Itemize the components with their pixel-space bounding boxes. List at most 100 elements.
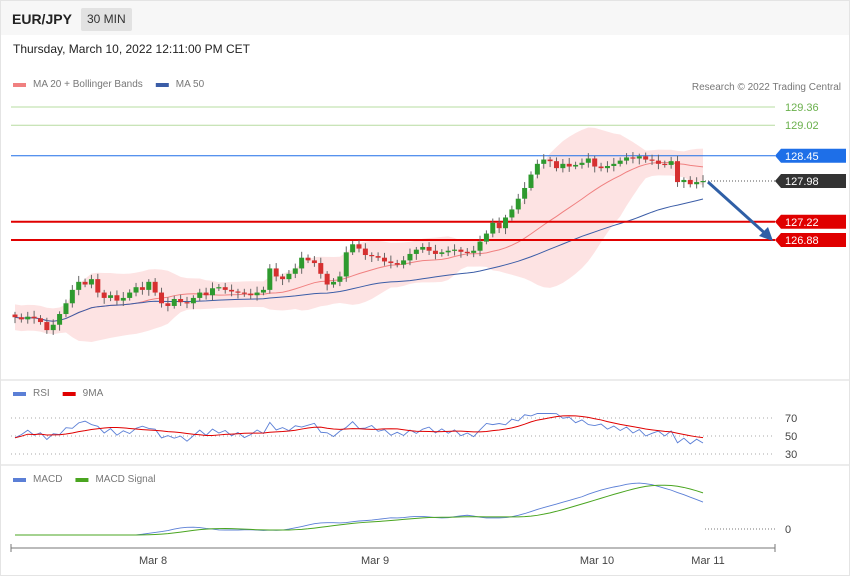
candle-body	[649, 159, 655, 161]
level-126-88-tag	[775, 233, 846, 247]
candle-body	[222, 287, 228, 290]
candle-body	[611, 163, 617, 166]
macd-legend-label: MACD Signal	[95, 474, 155, 485]
candle-body	[286, 273, 292, 280]
chart-credit: Research © 2022 Trading Central	[692, 82, 841, 93]
price-legend-swatch	[155, 83, 169, 87]
candle-body	[617, 160, 623, 164]
candle-body	[592, 158, 598, 167]
level-128-45-label: 128.45	[785, 151, 819, 163]
candle-body	[120, 297, 126, 301]
candle-body	[662, 163, 668, 166]
candle-body	[655, 160, 661, 164]
candle-body	[675, 161, 681, 183]
candle-body	[343, 252, 349, 277]
candle-body	[356, 244, 362, 249]
header-bar: EUR/JPY 30 MIN	[1, 1, 849, 35]
candle-body	[241, 292, 247, 294]
candle-body	[432, 250, 438, 254]
rsi-legend-swatch	[62, 392, 76, 396]
forecast-arrow-head	[759, 227, 773, 241]
candle-body	[146, 281, 152, 290]
bollinger-band	[15, 127, 703, 343]
candle-body	[573, 164, 579, 167]
candle-body	[566, 163, 572, 167]
forecast-arrow-line	[706, 180, 770, 238]
ma50-line	[14, 198, 704, 322]
macd-legend-swatch	[75, 478, 89, 482]
candle-body	[604, 165, 610, 169]
level-129-36-label: 129.36	[785, 102, 819, 114]
candle-body	[694, 182, 700, 185]
candle-body	[681, 179, 687, 183]
x-tick-label: Mar 8	[139, 555, 167, 567]
candle-body	[216, 287, 222, 289]
macd-signal-line	[15, 484, 704, 536]
candle-body	[152, 281, 158, 293]
candle-body	[292, 268, 298, 274]
level-127-22-label: 127.22	[785, 217, 819, 229]
candle-body	[496, 222, 502, 229]
candle-body	[394, 263, 400, 265]
rsi-tick-label: 50	[785, 431, 797, 443]
candle-body	[114, 295, 120, 301]
candle-body	[203, 292, 209, 296]
candle-body	[503, 217, 509, 229]
candle-body	[139, 287, 145, 290]
level-126-88-label: 126.88	[785, 235, 819, 247]
candle-body	[50, 324, 56, 331]
candle-body	[700, 181, 706, 183]
candle-body	[229, 289, 235, 292]
candle-body	[331, 281, 337, 285]
candle-body	[687, 179, 693, 185]
candle-body	[541, 159, 547, 164]
candle-body	[426, 246, 432, 251]
candle-body	[63, 303, 69, 315]
candle-body	[267, 268, 273, 290]
candle-body	[445, 250, 451, 253]
x-tick-label: Mar 10	[580, 555, 614, 567]
candle-body	[190, 297, 196, 304]
candle-body	[553, 161, 559, 169]
candle-body	[401, 260, 407, 265]
candle-body	[197, 292, 203, 298]
candle-body	[509, 209, 515, 218]
rsi-tick-label: 30	[785, 449, 797, 461]
x-tick-label: Mar 11	[691, 555, 724, 567]
candle-body	[350, 244, 356, 253]
rsi-legend-swatch	[13, 392, 26, 396]
candle-body	[585, 158, 591, 163]
candle-body	[165, 303, 171, 306]
candle-body	[490, 222, 496, 234]
level-127-22-tag	[775, 214, 846, 229]
level-127-98-tag	[775, 174, 846, 189]
interval-button[interactable]: 30 MIN	[81, 8, 132, 31]
candle-body	[477, 241, 483, 251]
price-legend-label: MA 20 + Bollinger Bands	[33, 79, 143, 90]
candle-body	[337, 276, 343, 282]
candle-body	[598, 166, 604, 169]
candle-body	[471, 250, 477, 253]
price-legend-swatch	[13, 83, 26, 87]
candle-body	[184, 302, 190, 304]
candle-body	[235, 291, 241, 293]
candle-body	[280, 276, 286, 280]
price-legend-label: MA 50	[176, 79, 205, 90]
candle-body	[299, 257, 305, 269]
candle-body	[101, 292, 107, 298]
candle-body	[88, 279, 94, 285]
candle-body	[248, 293, 254, 296]
candle-body	[369, 255, 375, 257]
candle-body	[420, 246, 426, 250]
candle-body	[439, 252, 445, 254]
candle-body	[178, 298, 184, 303]
candle-body	[69, 289, 75, 304]
macd-legend-swatch	[13, 478, 26, 482]
candle-body	[133, 287, 139, 293]
candle-body	[464, 251, 470, 253]
candle-body	[318, 263, 324, 274]
rsi-legend-label: 9MA	[83, 388, 104, 399]
candle-body	[37, 318, 43, 323]
candle-body	[528, 174, 534, 188]
